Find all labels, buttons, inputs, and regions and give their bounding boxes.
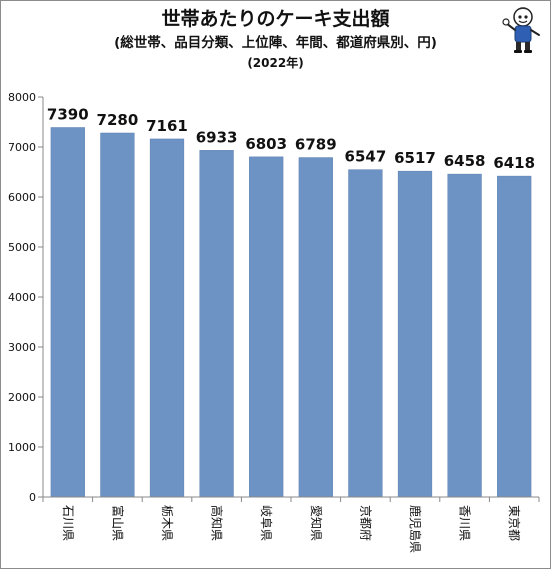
y-tick-label-4: 4000 [8,291,36,304]
y-tick-label-5: 5000 [8,241,36,254]
y-tick-label-7: 7000 [8,141,36,154]
value-label-5: 6803 [245,135,287,153]
chart-subtitle: (総世帯、品目分類、上位陣、年間、都道府県別、円) [114,35,437,51]
value-label-8: 6517 [394,149,436,167]
bar-3 [149,138,185,498]
value-label-10: 6418 [493,154,535,172]
chart-title: 世帯あたりのケーキ支出額 [161,8,390,30]
category-label-2: 富山県 [110,505,125,541]
value-label-4: 6933 [196,128,238,146]
mascot-character-icon [502,7,540,53]
value-label-6: 6789 [295,136,337,154]
category-label-1: 石川県 [61,505,75,541]
value-label-7: 6547 [345,148,387,166]
category-label-10: 東京都 [507,505,521,541]
title-block: 世帯あたりのケーキ支出額 (総世帯、品目分類、上位陣、年間、都道府県別、円) (… [1,7,550,72]
value-label-9: 6458 [444,152,486,170]
y-tick-label-8: 8000 [8,91,36,104]
bar-9 [447,173,482,498]
bar-5 [249,156,284,498]
bar-7 [348,169,383,498]
y-tick-label-3: 3000 [8,341,36,354]
bar-8 [397,170,433,498]
y-tick-label-6: 6000 [8,191,36,204]
category-label-3: 栃木県 [160,505,174,541]
bar-4 [199,150,234,498]
y-tick-label-2: 2000 [8,391,36,404]
bar-10 [497,175,532,498]
bar-2 [100,132,135,498]
bar-6 [298,157,333,498]
category-label-5: 岐阜県 [259,505,273,541]
y-tick-label-0: 0 [29,491,36,504]
value-label-3: 7161 [146,117,188,135]
category-label-8: 鹿児島県 [408,505,423,553]
value-label-1: 7390 [47,106,89,124]
category-label-4: 高知県 [210,505,225,541]
bar-1 [50,127,85,498]
chart-year-label: (2022年) [247,56,304,70]
category-label-7: 京都府 [358,505,373,541]
value-label-2: 7280 [97,111,139,129]
category-label-9: 香川県 [458,505,472,541]
y-tick-label-1: 1000 [8,441,36,454]
category-label-6: 愛知県 [309,505,323,541]
